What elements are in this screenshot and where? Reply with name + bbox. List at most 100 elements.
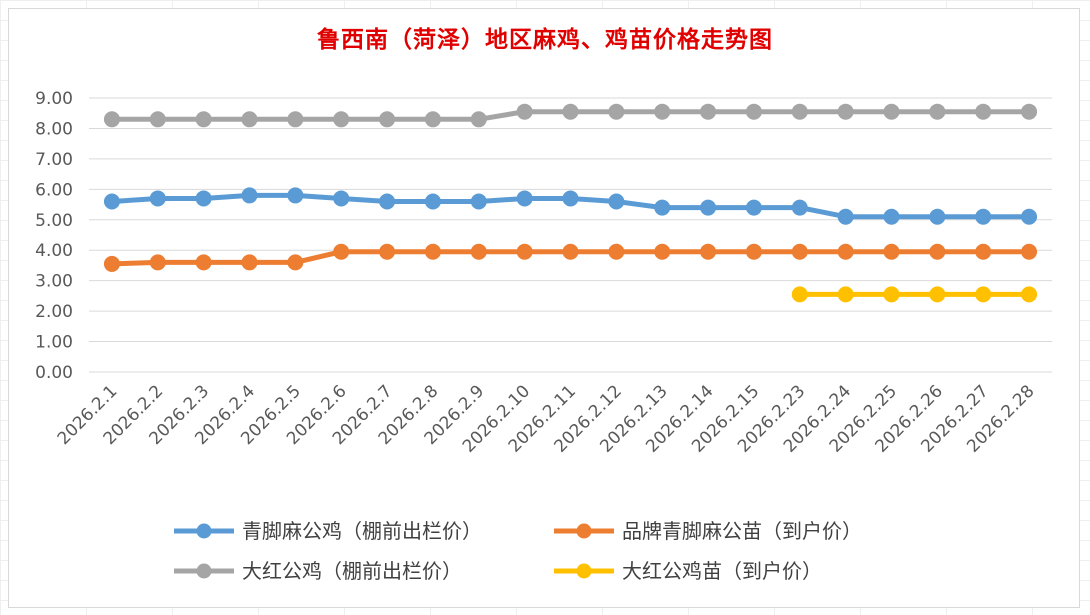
x-axis-tick-labels: 2026.2.12026.2.22026.2.32026.2.42026.2.5… (54, 381, 1039, 456)
y-tick-label: 7.00 (35, 150, 73, 170)
data-point[interactable] (654, 103, 671, 120)
data-point[interactable] (149, 190, 166, 207)
data-point[interactable] (149, 254, 166, 271)
legend-item[interactable]: 品牌青脚麻公苗（到户价） (554, 519, 862, 543)
legend: 青脚麻公鸡（棚前出栏价） 品牌青脚麻公苗（到户价） 大红公鸡（棚前出栏价） 大红公鸡苗… (174, 519, 862, 583)
data-point[interactable] (470, 193, 487, 210)
gridlines (89, 97, 1052, 373)
data-point[interactable] (103, 193, 120, 210)
data-point[interactable] (654, 243, 671, 260)
data-point[interactable] (745, 199, 762, 216)
data-point[interactable] (654, 199, 671, 216)
data-point[interactable] (791, 243, 808, 260)
data-point[interactable] (745, 243, 762, 260)
data-point[interactable] (975, 286, 992, 303)
data-point[interactable] (929, 243, 946, 260)
series-0 (103, 187, 1038, 225)
data-point[interactable] (837, 208, 854, 225)
data-point[interactable] (791, 199, 808, 216)
data-point[interactable] (883, 243, 900, 260)
data-point[interactable] (1021, 208, 1038, 225)
data-point[interactable] (103, 255, 120, 272)
legend-item[interactable]: 青脚麻公鸡（棚前出栏价） (174, 519, 482, 543)
data-point[interactable] (929, 286, 946, 303)
data-point[interactable] (516, 190, 533, 207)
data-point[interactable] (195, 190, 212, 207)
legend-swatch-marker (576, 563, 592, 579)
data-point[interactable] (241, 111, 258, 128)
data-point[interactable] (837, 103, 854, 120)
data-point[interactable] (562, 103, 579, 120)
legend-label: 品牌青脚麻公苗（到户价） (622, 519, 862, 543)
y-tick-label: 9.00 (35, 89, 73, 109)
data-point[interactable] (975, 103, 992, 120)
data-point[interactable] (1021, 243, 1038, 260)
data-point[interactable] (379, 111, 396, 128)
data-point[interactable] (929, 103, 946, 120)
data-point[interactable] (975, 208, 992, 225)
data-point[interactable] (700, 243, 717, 260)
data-point[interactable] (424, 193, 441, 210)
y-axis-tick-labels: 0.00 1.00 2.00 3.00 4.00 5.00 6.00 7.00 8.00 9.00 (35, 89, 73, 383)
y-tick-label: 8.00 (35, 119, 73, 139)
data-point[interactable] (333, 111, 350, 128)
legend-swatch-marker (576, 523, 592, 539)
data-point[interactable] (379, 243, 396, 260)
data-point[interactable] (883, 103, 900, 120)
legend-item[interactable]: 大红公鸡苗（到户价） (554, 559, 822, 583)
data-point[interactable] (837, 286, 854, 303)
data-point[interactable] (791, 286, 808, 303)
y-tick-label: 5.00 (35, 211, 73, 231)
data-point[interactable] (470, 243, 487, 260)
data-point[interactable] (516, 243, 533, 260)
legend-label: 大红公鸡苗（到户价） (622, 559, 822, 583)
data-point[interactable] (379, 193, 396, 210)
data-point[interactable] (837, 243, 854, 260)
data-point[interactable] (1021, 286, 1038, 303)
data-point[interactable] (287, 254, 304, 271)
data-point[interactable] (883, 208, 900, 225)
data-point[interactable] (195, 111, 212, 128)
data-point[interactable] (516, 103, 533, 120)
legend-label: 大红公鸡（棚前出栏价） (242, 559, 462, 583)
data-point[interactable] (608, 103, 625, 120)
data-point[interactable] (562, 243, 579, 260)
data-point[interactable] (562, 190, 579, 207)
data-point[interactable] (883, 286, 900, 303)
series-2 (103, 103, 1038, 128)
y-tick-label: 3.00 (35, 272, 73, 292)
data-point[interactable] (195, 254, 212, 271)
series-lines (103, 103, 1038, 303)
data-point[interactable] (929, 208, 946, 225)
data-point[interactable] (608, 193, 625, 210)
data-point[interactable] (745, 103, 762, 120)
chart-title: 鲁西南（菏泽）地区麻鸡、鸡苗价格走势图 (317, 26, 773, 53)
data-point[interactable] (791, 103, 808, 120)
legend-swatch-marker (196, 563, 212, 579)
data-point[interactable] (241, 254, 258, 271)
data-point[interactable] (700, 103, 717, 120)
data-point[interactable] (424, 243, 441, 260)
data-point[interactable] (287, 187, 304, 204)
data-point[interactable] (700, 199, 717, 216)
data-point[interactable] (241, 187, 258, 204)
y-tick-label: 6.00 (35, 180, 73, 200)
data-point[interactable] (470, 111, 487, 128)
data-point[interactable] (975, 243, 992, 260)
series-1 (103, 243, 1038, 272)
y-tick-label: 1.00 (35, 333, 73, 353)
legend-item[interactable]: 大红公鸡（棚前出栏价） (174, 559, 462, 583)
data-point[interactable] (103, 111, 120, 128)
legend-label: 青脚麻公鸡（棚前出栏价） (242, 519, 482, 543)
legend-swatch-marker (196, 523, 212, 539)
data-point[interactable] (149, 111, 166, 128)
data-point[interactable] (287, 111, 304, 128)
data-point[interactable] (424, 111, 441, 128)
data-point[interactable] (608, 243, 625, 260)
chart-area[interactable] (8, 8, 1080, 608)
y-tick-label: 0.00 (35, 363, 73, 383)
data-point[interactable] (333, 243, 350, 260)
data-point[interactable] (333, 190, 350, 207)
data-point[interactable] (1021, 103, 1038, 120)
